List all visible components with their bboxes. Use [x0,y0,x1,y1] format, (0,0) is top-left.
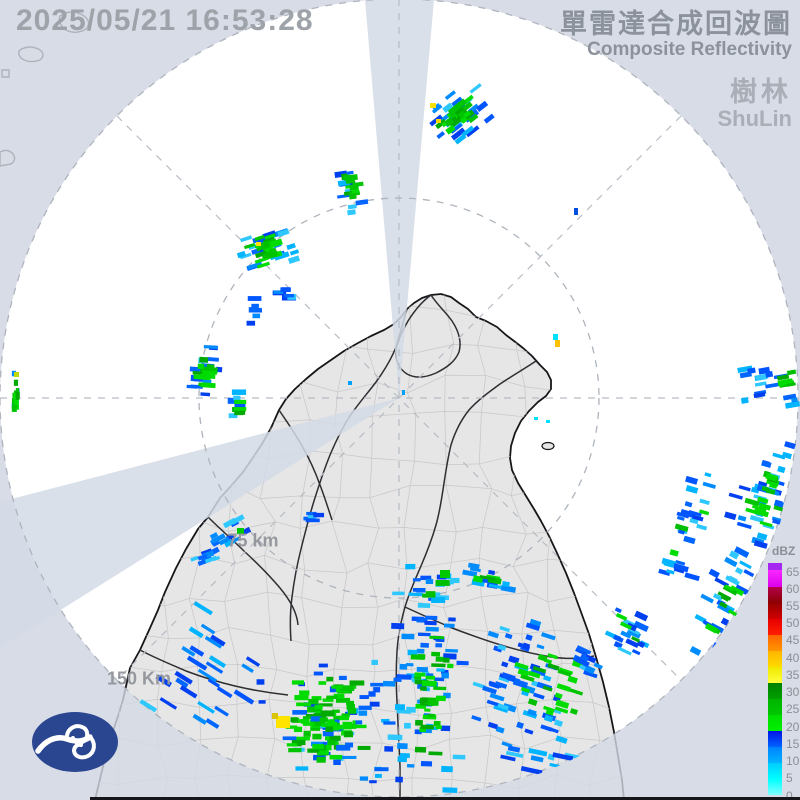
echo-cluster [334,170,369,216]
colorbar-tick-40: 40 [786,650,800,665]
colorbar-tick-45: 45 [786,633,800,648]
cwb-logo-swirl-icon [35,724,96,760]
colorbar-segment [768,634,782,651]
colorbar-tick-10: 10 [786,754,800,769]
echo-cluster [11,370,20,412]
echo-cluster [382,573,469,793]
echo-speck [430,103,436,108]
colorbar-tick-65: 65 [786,564,800,579]
colorbar-segment [768,763,782,780]
colorbar-tick-5: 5 [786,771,793,786]
echo-cluster [272,287,297,301]
colorbar-tick-20: 20 [786,719,800,734]
echo-cluster [429,83,495,145]
colorbar-segment [768,586,782,603]
map-frame-bottom-border [90,797,800,800]
echo-speck [237,528,244,534]
echo-cluster [658,472,717,582]
echo-cluster [246,296,263,326]
colorbar-segment [768,650,782,667]
echo-cluster [256,659,411,794]
echo-speck [256,242,261,246]
echo-cluster [604,607,650,656]
echo-speck [276,716,290,728]
dbz-colorbar [768,563,782,796]
echo-speck [14,372,19,377]
echo-cluster [209,514,252,555]
echo-speck [436,119,441,123]
echo-speck [348,381,352,385]
echo-speck [546,420,550,423]
colorbar-tick-25: 25 [786,702,800,717]
echo-cluster [186,345,223,397]
radar-echo-layer [11,83,800,794]
echo-speck [402,390,405,395]
echo-cluster [737,365,800,409]
guishan-island [541,441,555,451]
echo-speck [553,334,558,340]
echo-speck [272,713,278,719]
colorbar-tick-35: 35 [786,667,800,682]
echo-speck [440,570,450,578]
echo-speck [534,417,538,420]
colorbar-tick-50: 50 [786,616,800,631]
colorbar-unit-label: dBZ [772,544,796,558]
colorbar-tick-0: 0 [786,788,793,800]
title-block: 單雷達合成回波圖 Composite Reflectivity 樹林 ShuLi… [560,2,792,132]
product-title-en: Composite Reflectivity [587,39,792,60]
colorbar-segment [768,779,782,796]
echo-cluster [462,562,517,593]
product-title-zh: 單雷達合成回波圖 [560,9,792,39]
echo-cluster [724,441,796,549]
station-name-zh: 樹林 [730,77,792,107]
colorbar-tick-15: 15 [786,736,800,751]
colorbar-segment [768,698,782,715]
range-ring-label-75km: 75 km [227,530,279,551]
colorbar-segment [768,682,782,699]
station-name-en: ShuLin [717,106,792,131]
colorbar-cap-gt65 [768,563,782,571]
colorbar-segment [768,602,782,619]
echo-cluster [689,546,774,656]
colorbar-segment [768,746,782,764]
colorbar-segment [768,570,782,587]
cwb-logo [32,712,118,772]
echo-cluster [139,601,261,729]
echo-speck [574,208,578,215]
colorbar-tick-60: 60 [786,581,800,596]
colorbar-segment [768,714,782,731]
range-ring-label-150km: 150 Km [106,668,172,689]
echo-cluster [471,618,598,761]
echo-cluster [190,548,221,566]
echo-cluster [572,645,603,675]
colorbar-segment [768,666,782,683]
echo-cluster [227,389,247,419]
echo-cluster [303,511,325,523]
colorbar-segment [768,618,782,635]
timestamp: 2025/05/21 16:53:28 [16,4,314,37]
echo-speck [555,340,560,347]
colorbar-tick-30: 30 [786,685,800,700]
colorbar-tick-55: 55 [786,598,800,613]
colorbar-segment [768,730,782,747]
echo-cluster [236,228,301,271]
